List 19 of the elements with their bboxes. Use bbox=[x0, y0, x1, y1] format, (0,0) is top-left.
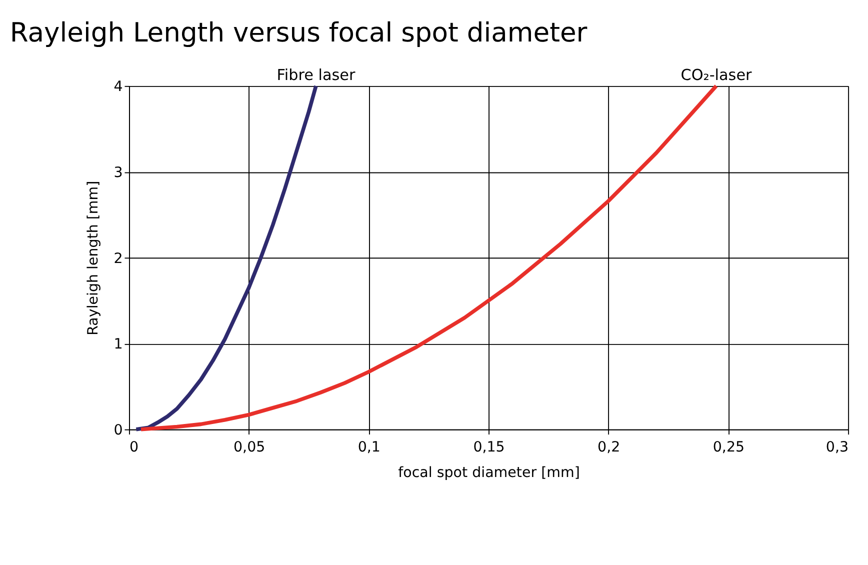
x-tick-label: 0,1 bbox=[358, 440, 380, 456]
x-tick-label: 0,2 bbox=[598, 440, 620, 456]
y-tick-label: 3 bbox=[114, 165, 123, 182]
x-tick-label: 0,25 bbox=[712, 440, 745, 456]
y-tick-label: 0 bbox=[114, 422, 123, 439]
series-label: CO₂-laser bbox=[680, 66, 753, 84]
chart-title: Rayleigh Length versus focal spot diameter bbox=[10, 17, 588, 48]
x-axis-title: focal spot diameter [mm] bbox=[398, 465, 580, 482]
series-label: Fibre laser bbox=[276, 66, 356, 84]
y-tick-label: 2 bbox=[114, 250, 123, 267]
line-series bbox=[134, 84, 318, 432]
x-tick-label: 0 bbox=[129, 440, 139, 456]
line-series bbox=[139, 84, 718, 432]
y-axis-title: Rayleigh length [mm] bbox=[86, 180, 102, 336]
y-tick-label: 4 bbox=[114, 79, 123, 96]
x-tick-label: 0,05 bbox=[233, 440, 266, 456]
x-tick-label: 0,3 bbox=[826, 440, 849, 456]
y-tick-label: 1 bbox=[114, 336, 123, 353]
x-tick-label: 0,15 bbox=[473, 440, 505, 456]
